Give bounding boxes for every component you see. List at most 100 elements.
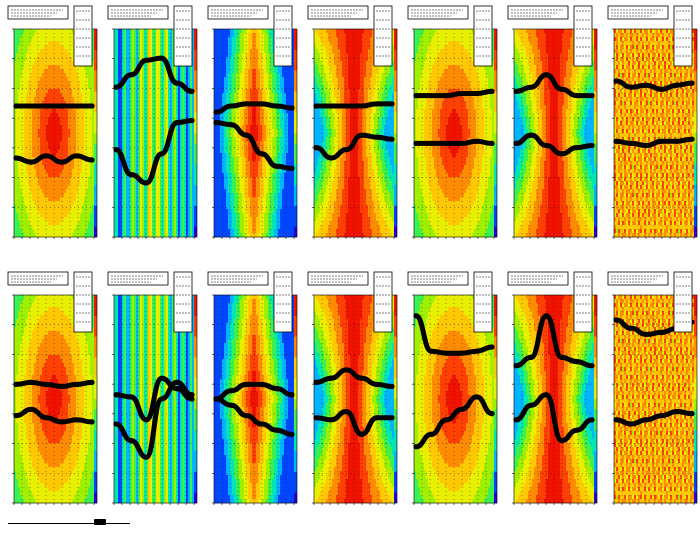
heatmap-cell [180, 185, 182, 189]
heatmap-cell [64, 217, 66, 221]
heatmap-cell [130, 117, 132, 121]
heatmap-cell [138, 149, 140, 153]
heatmap-cell [238, 113, 240, 117]
heatmap-cell [226, 181, 228, 185]
series-point [189, 89, 194, 94]
heatmap-cell [234, 97, 236, 101]
heatmap-cell [156, 145, 158, 149]
heatmap-cell [66, 209, 68, 213]
heatmap-cell [142, 197, 144, 201]
heatmap-cell [238, 41, 240, 45]
heatmap-cell [62, 113, 64, 117]
heatmap-cell [46, 93, 48, 97]
heatmap-cell [166, 93, 168, 97]
heatmap-cell [50, 225, 52, 229]
heatmap-cell [130, 33, 132, 37]
heatmap-cell [226, 61, 228, 65]
heatmap-cell [22, 213, 24, 217]
heatmap-cell [156, 61, 158, 65]
heatmap-cell [26, 129, 28, 133]
color-scale-step [194, 227, 197, 238]
heatmap-cell [26, 93, 28, 97]
heatmap-cell [232, 197, 234, 201]
heatmap-cell [238, 61, 240, 65]
heatmap-cell [178, 145, 180, 149]
heatmap-cell [134, 221, 136, 225]
heatmap-cell [126, 181, 128, 185]
heatmap-cell [158, 49, 160, 53]
heatmap-cell [214, 133, 216, 137]
heatmap-cell [146, 193, 148, 197]
heatmap-cell [34, 201, 36, 205]
heatmap-cell [66, 137, 68, 141]
heatmap-cell [90, 173, 92, 177]
heatmap-cell [58, 33, 60, 37]
heatmap-cell [134, 45, 136, 49]
heatmap-cell [38, 57, 40, 61]
heatmap-cell [226, 229, 228, 233]
heatmap-cell [114, 53, 116, 57]
heatmap-cell [126, 113, 128, 117]
heatmap-cell [24, 217, 26, 221]
heatmap-cell [230, 29, 232, 33]
heatmap-cell [32, 45, 34, 49]
heatmap-cell [172, 225, 174, 229]
heatmap-cell [174, 209, 176, 213]
heatmap-cell [216, 41, 218, 45]
heatmap-cell [234, 217, 236, 221]
heatmap-cell [232, 193, 234, 197]
heatmap-cell [156, 193, 158, 197]
heatmap-cell [190, 173, 192, 177]
heatmap-cell [174, 97, 176, 101]
heatmap-cell [190, 125, 192, 129]
heatmap-cell [218, 181, 220, 185]
heatmap-cell [216, 125, 218, 129]
heatmap-cell [154, 217, 156, 221]
heatmap-cell [56, 93, 58, 97]
heatmap-cell [122, 45, 124, 49]
heatmap-cell [58, 213, 60, 217]
heatmap-cell [164, 233, 166, 237]
heatmap-cell [158, 97, 160, 101]
heatmap-cell [234, 109, 236, 113]
heatmap-cell [238, 93, 240, 97]
heatmap-cell [80, 137, 82, 141]
heatmap-cell [56, 121, 58, 125]
heatmap-cell [72, 137, 74, 141]
heatmap-cell [148, 33, 150, 37]
heatmap-cell [178, 133, 180, 137]
heatmap-cell [34, 229, 36, 233]
heatmap-cell [230, 193, 232, 197]
heatmap-cell [132, 181, 134, 185]
heatmap-cell [56, 221, 58, 225]
heatmap-cell [130, 213, 132, 217]
series-point [174, 81, 179, 86]
heatmap-cell [92, 201, 94, 205]
heatmap-cell [232, 185, 234, 189]
heatmap-cell [224, 221, 226, 225]
heatmap-cell [192, 113, 194, 117]
color-scale-step [94, 71, 97, 82]
heatmap-cell [34, 221, 36, 225]
heatmap-cell [190, 165, 192, 169]
heatmap-cell [238, 117, 240, 121]
heatmap-cell [122, 89, 124, 93]
heatmap-cell [138, 117, 140, 121]
heatmap-cell [226, 213, 228, 217]
heatmap-cell [32, 89, 34, 93]
heatmap-cell [156, 105, 158, 109]
heatmap-cell [58, 221, 60, 225]
heatmap-cell [56, 49, 58, 53]
heatmap-cell [26, 153, 28, 157]
heatmap-cell [64, 165, 66, 169]
heatmap-cell [32, 77, 34, 81]
heatmap-cell [16, 109, 18, 113]
heatmap-cell [16, 225, 18, 229]
heatmap-cell [172, 85, 174, 89]
heatmap-cell [142, 145, 144, 149]
heatmap-cell [130, 185, 132, 189]
heatmap-cell [170, 221, 172, 225]
heatmap-cell [48, 165, 50, 169]
heatmap-cell [188, 97, 190, 101]
heatmap-cell [74, 137, 76, 141]
